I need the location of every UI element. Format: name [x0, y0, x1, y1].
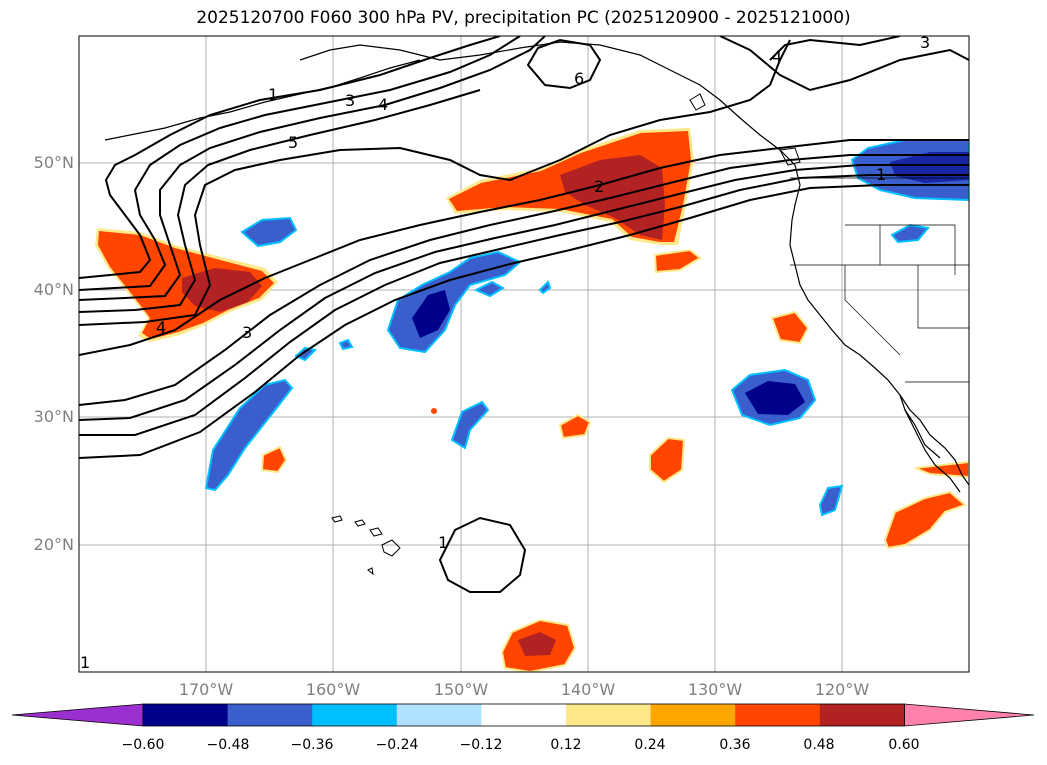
colorbar-tick-6: 0.12 — [550, 737, 582, 753]
island-small-1 — [367, 567, 374, 576]
contour-label: 3 — [345, 91, 355, 110]
contour-label: 1 — [438, 533, 448, 552]
pv-contour-3-north — [719, 36, 969, 92]
lat-label-20: 20°N — [33, 535, 74, 554]
precip-area-south-max — [518, 632, 556, 656]
pv-contour-10 — [79, 184, 969, 459]
neg-area-small-2 — [450, 400, 490, 450]
contour-label: 3 — [920, 33, 930, 52]
neg-area-small-7 — [538, 280, 552, 295]
neg-area-east-max — [745, 381, 805, 415]
pv-contour-3 — [79, 36, 546, 301]
precip-area-small-2 — [558, 413, 592, 440]
island-hawaii-2 — [354, 519, 366, 527]
pv-contour-2 — [79, 36, 521, 291]
pv-contour-5 — [79, 39, 791, 326]
lon-label-170w: 170°W — [178, 680, 234, 699]
coast-north-america-west — [789, 204, 969, 486]
precip-area-small-4 — [770, 310, 810, 345]
colorbar-tick-4: −0.24 — [375, 737, 419, 753]
island-hawaii-4 — [381, 539, 401, 557]
pv-contour-labels: 1 3 4 5 6 2 1 4 3 4 3 1 1 — [80, 33, 930, 672]
colorbar-tick-5: −0.12 — [459, 737, 503, 753]
lon-label-160w: 160°W — [305, 680, 361, 699]
pv-contour-7 — [79, 154, 969, 406]
contour-label: 1 — [876, 165, 886, 184]
pv-contours — [79, 36, 969, 593]
neg-area-small-6 — [818, 484, 844, 517]
pv-contour-1 — [79, 36, 501, 279]
precip-area-northeast-tail — [653, 248, 702, 274]
contour-label: 5 — [288, 133, 298, 152]
contour-label: 2 — [594, 177, 604, 196]
colorbar-tick-3: −0.36 — [290, 737, 334, 753]
islands — [331, 93, 801, 576]
colorbar-tick-8: 0.36 — [719, 737, 751, 753]
chart-title: 2025120700 F060 300 hPa PV, precipitatio… — [196, 8, 851, 28]
border-states-5 — [844, 265, 901, 356]
lon-label-140w: 140°W — [560, 680, 616, 699]
pv-contour-6-north — [526, 38, 602, 90]
lon-label-130w: 130°W — [687, 680, 743, 699]
neg-area-small-4 — [338, 338, 354, 351]
border-states-2 — [845, 224, 956, 275]
colorbar-tick-7: 0.24 — [634, 737, 666, 753]
contour-label: 4 — [156, 318, 166, 337]
coast-gulf — [904, 409, 941, 459]
precip-area-small-1 — [260, 445, 288, 474]
pv-contour-8 — [79, 164, 969, 421]
contour-label: 1 — [268, 85, 278, 104]
contour-label: 4 — [378, 95, 388, 114]
pv-contour-9 — [79, 174, 969, 436]
lat-label-50: 50°N — [33, 153, 74, 172]
colorbar-tick-10: 0.60 — [888, 737, 920, 753]
colorbar-tick-2: −0.48 — [206, 737, 250, 753]
graticule — [79, 36, 969, 672]
neg-area-small-1 — [473, 280, 505, 298]
neg-area-central-max — [412, 290, 450, 338]
lat-label-30: 30°N — [33, 407, 74, 426]
precip-positive — [95, 128, 969, 672]
border-states-4 — [917, 265, 969, 329]
pv-contour-6 — [79, 139, 969, 356]
neg-area-small-3 — [294, 346, 318, 362]
precip-area-small-3 — [649, 436, 686, 484]
neg-area-north-small — [240, 216, 298, 248]
colorbar-tick-1: −0.60 — [121, 737, 165, 753]
contour-label: 6 — [574, 69, 584, 88]
lon-label-150w: 150°W — [433, 680, 489, 699]
island-hawaii-1 — [331, 515, 343, 523]
island-hawaii-3 — [369, 527, 383, 537]
lon-label-120w: 120°W — [814, 680, 870, 699]
coast-alaska-aleutians — [104, 59, 421, 141]
contour-label: 4 — [772, 47, 782, 66]
pv-contour-4 — [79, 89, 481, 313]
contour-label: 3 — [242, 323, 252, 342]
precip-area-southeast — [883, 490, 967, 550]
precip-area-coast — [914, 460, 969, 479]
lat-label-40: 40°N — [33, 280, 74, 299]
neg-area-small-5 — [890, 223, 930, 244]
pv-contour-4-north — [769, 36, 901, 61]
pv-contour-low — [438, 516, 527, 593]
contour-label: 1 — [80, 653, 90, 672]
neg-area-west-strip — [204, 378, 294, 492]
precip-dot — [431, 408, 437, 414]
island-haida — [689, 93, 706, 111]
map-frame — [78, 35, 970, 673]
colorbar-tick-9: 0.48 — [803, 737, 835, 753]
